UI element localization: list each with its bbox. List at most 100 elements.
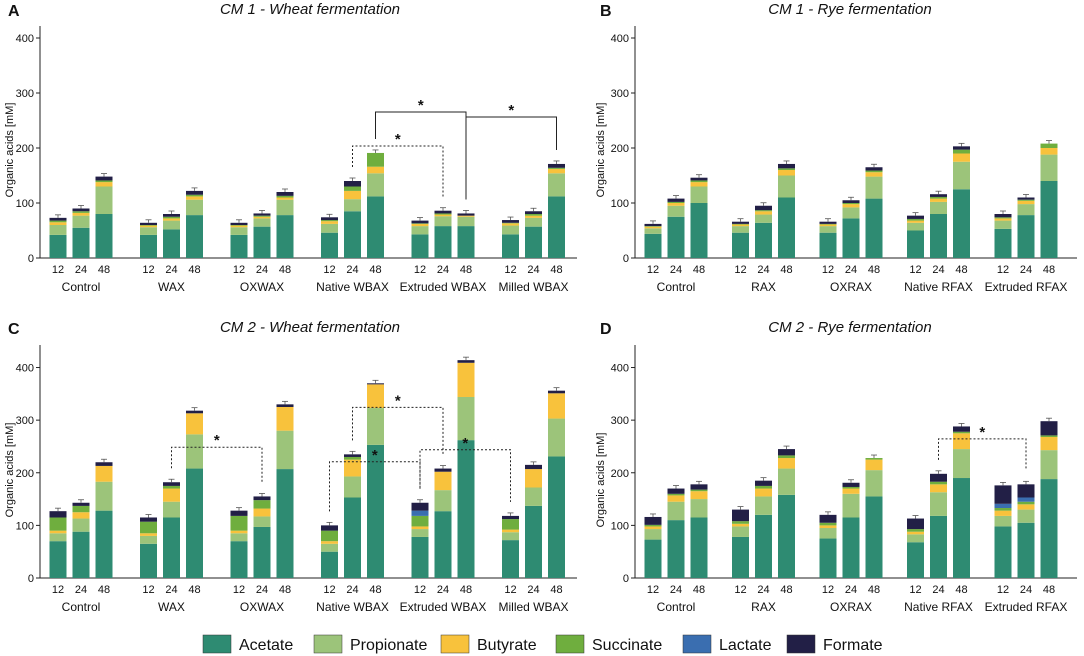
bar-segment-butyrate bbox=[865, 459, 883, 471]
bar-segment-acetate bbox=[819, 232, 837, 258]
bar-segment-acetate bbox=[434, 511, 452, 578]
bar-segment-formate bbox=[732, 509, 749, 522]
bar-segment-butyrate bbox=[842, 488, 860, 494]
group-label: Control bbox=[657, 600, 696, 614]
bar-segment-butyrate bbox=[163, 218, 180, 221]
bar-segment-propionate bbox=[367, 408, 384, 445]
significance-star: * bbox=[462, 435, 468, 452]
y-tick-label: 200 bbox=[611, 143, 629, 155]
bar-segment-propionate bbox=[819, 226, 837, 233]
bar-segment-formate bbox=[49, 217, 67, 221]
bar-segment-formate bbox=[953, 146, 970, 150]
bar-segment-butyrate bbox=[95, 182, 113, 187]
panel-letter: D bbox=[600, 321, 612, 338]
bar-segment-propionate bbox=[778, 175, 795, 198]
bar-segment-propionate bbox=[253, 218, 271, 227]
bar-segment-acetate bbox=[502, 234, 519, 258]
bar-segment-acetate bbox=[930, 515, 947, 578]
bar-segment-formate bbox=[321, 525, 338, 531]
bar-segment-propionate bbox=[344, 199, 361, 212]
bar-segment-acetate bbox=[411, 536, 429, 578]
bar-segment-propionate bbox=[321, 223, 338, 233]
bar-segment-succinate bbox=[865, 170, 883, 173]
significance-bracket bbox=[171, 446, 263, 483]
bar-segment-propionate bbox=[690, 186, 708, 203]
bar-segment-propionate bbox=[49, 533, 67, 542]
bar-segment-acetate bbox=[644, 233, 662, 258]
significance-star: * bbox=[372, 447, 378, 464]
bar-segment-propionate bbox=[953, 161, 970, 190]
bar-segment-formate bbox=[253, 213, 271, 216]
bar-segment-formate bbox=[502, 515, 519, 520]
bar-segment-succinate bbox=[163, 485, 180, 489]
bar-segment-propionate bbox=[819, 528, 837, 539]
panel-a: A CM 1 - Wheat fermentation Organic acid… bbox=[4, 1, 577, 294]
bar-segment-succinate bbox=[502, 519, 519, 530]
bar-segment-succinate bbox=[1040, 143, 1058, 148]
bar-segment-propionate bbox=[1017, 509, 1035, 523]
bar-segment-succinate bbox=[276, 195, 294, 198]
bar-segment-propionate bbox=[253, 516, 271, 527]
group-label: RAX bbox=[751, 280, 776, 294]
bar-segment-butyrate bbox=[253, 216, 271, 219]
x-tick-label: 48 bbox=[460, 584, 472, 596]
bar-segment-propionate bbox=[865, 176, 883, 199]
bar-segment-acetate bbox=[907, 542, 924, 578]
bar-segment-acetate bbox=[778, 494, 795, 578]
x-tick-label: 48 bbox=[693, 264, 705, 276]
bar-segment-succinate bbox=[253, 500, 271, 509]
bar-segment-butyrate bbox=[344, 459, 361, 477]
x-tick-label: 24 bbox=[757, 264, 769, 276]
bar-segment-acetate bbox=[525, 226, 542, 258]
bar-segment-butyrate bbox=[72, 512, 90, 519]
x-tick-label: 24 bbox=[256, 584, 268, 596]
y-tick-label: 100 bbox=[16, 520, 34, 532]
bar-segment-propionate bbox=[690, 499, 708, 518]
bar-segment-propionate bbox=[72, 518, 90, 532]
bar-segment-succinate bbox=[72, 505, 90, 513]
panel-title: CM 1 - Wheat fermentation bbox=[220, 1, 400, 18]
bar-segment-acetate bbox=[994, 526, 1012, 578]
bar-segment-propionate bbox=[994, 220, 1012, 229]
bar-segment-butyrate bbox=[644, 526, 662, 530]
legend-swatch-lactate bbox=[682, 634, 712, 654]
panel-d: D CM 2 - Rye fermentation Organic acids … bbox=[595, 319, 1077, 614]
bar-segment-formate bbox=[548, 163, 565, 168]
bar-segment-succinate bbox=[994, 217, 1012, 219]
bar-segment-succinate bbox=[953, 149, 970, 154]
x-tick-label: 48 bbox=[279, 584, 291, 596]
bar-segment-formate bbox=[842, 200, 860, 203]
bar-segment-acetate bbox=[667, 216, 685, 258]
legend-swatch-propionate bbox=[313, 634, 343, 654]
bar-segment-acetate bbox=[755, 514, 772, 578]
bar-segment-acetate bbox=[1040, 479, 1058, 578]
bar-segment-succinate bbox=[140, 521, 157, 534]
x-tick-label: 12 bbox=[323, 584, 335, 596]
bar-segment-succinate bbox=[755, 485, 772, 489]
group-label: Extruded WBAX bbox=[400, 280, 487, 294]
x-tick-label: 12 bbox=[414, 584, 426, 596]
x-tick-label: 12 bbox=[233, 584, 245, 596]
bar-segment-butyrate bbox=[690, 182, 708, 187]
bar-segment-acetate bbox=[457, 226, 475, 258]
bar-segment-succinate bbox=[690, 180, 708, 183]
bar-segment-formate bbox=[1017, 197, 1035, 200]
bar-segment-propionate bbox=[907, 534, 924, 543]
bar-segment-acetate bbox=[95, 510, 113, 578]
x-tick-label: 48 bbox=[188, 584, 200, 596]
bar-segment-succinate bbox=[344, 186, 361, 191]
bar-segment-butyrate bbox=[755, 211, 772, 215]
bar-segment-formate bbox=[411, 220, 429, 224]
bar-segment-propionate bbox=[778, 468, 795, 495]
bar-segment-formate bbox=[525, 211, 542, 214]
y-tick-label: 300 bbox=[611, 415, 629, 427]
bar-segment-butyrate bbox=[953, 153, 970, 162]
bar-segment-propionate bbox=[230, 227, 248, 235]
y-tick-label: 100 bbox=[16, 198, 34, 210]
x-tick-label: 24 bbox=[670, 584, 682, 596]
x-tick-label: 12 bbox=[909, 264, 921, 276]
x-tick-label: 48 bbox=[369, 584, 381, 596]
bar-segment-butyrate bbox=[1017, 504, 1035, 510]
bar-segment-butyrate bbox=[548, 393, 565, 419]
bar-segment-acetate bbox=[367, 444, 384, 578]
